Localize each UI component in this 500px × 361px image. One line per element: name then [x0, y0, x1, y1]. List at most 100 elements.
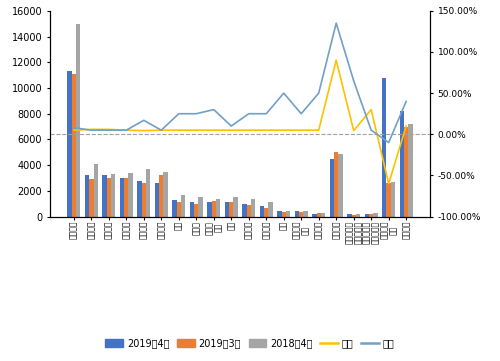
同比	[106, 127, 112, 131]
环比	[158, 128, 164, 132]
Bar	[198, 197, 203, 217]
同比	[333, 58, 339, 62]
Bar	[374, 213, 378, 217]
Bar	[347, 214, 352, 217]
环比	[176, 112, 182, 116]
Bar	[277, 212, 281, 217]
Bar	[404, 127, 408, 217]
Bar	[190, 203, 194, 217]
Bar	[242, 204, 246, 217]
Legend: 2019年4月, 2019年3月, 2018年4月, 同比, 环比: 2019年4月, 2019年3月, 2018年4月, 同比, 环比	[102, 335, 399, 353]
Bar	[181, 195, 186, 217]
Bar	[264, 208, 268, 217]
Bar	[334, 152, 338, 217]
Bar	[164, 171, 168, 217]
Bar	[364, 214, 369, 217]
同比	[386, 182, 392, 186]
环比	[368, 128, 374, 132]
环比	[88, 128, 94, 132]
Bar	[154, 183, 159, 217]
Bar	[207, 203, 212, 217]
Bar	[294, 212, 299, 217]
同比	[158, 128, 164, 132]
环比	[141, 118, 147, 122]
Bar	[268, 203, 273, 217]
Bar	[128, 173, 133, 217]
环比	[228, 124, 234, 128]
Bar	[386, 183, 391, 217]
Bar	[400, 111, 404, 217]
Bar	[229, 203, 234, 217]
Bar	[85, 175, 89, 217]
环比	[350, 79, 356, 83]
同比	[176, 128, 182, 132]
Bar	[137, 180, 141, 217]
同比	[88, 127, 94, 131]
Bar	[172, 200, 176, 217]
Bar	[194, 204, 198, 217]
Bar	[391, 182, 395, 217]
Bar	[72, 74, 76, 217]
Bar	[216, 199, 220, 217]
Bar	[146, 169, 150, 217]
环比	[386, 140, 392, 145]
环比	[106, 128, 112, 132]
同比	[211, 128, 217, 132]
环比	[403, 99, 409, 104]
Bar	[234, 197, 238, 217]
同比	[71, 128, 77, 132]
Bar	[330, 159, 334, 217]
Bar	[120, 178, 124, 217]
Bar	[282, 212, 286, 217]
同比	[263, 128, 269, 132]
Bar	[251, 199, 256, 217]
Bar	[159, 175, 164, 217]
同比	[368, 108, 374, 112]
Bar	[260, 206, 264, 217]
同比	[228, 128, 234, 132]
同比	[298, 128, 304, 132]
Bar	[106, 178, 111, 217]
同比	[124, 128, 130, 132]
环比	[194, 112, 200, 116]
Bar	[382, 78, 386, 217]
Bar	[142, 183, 146, 217]
Bar	[286, 211, 290, 217]
Bar	[102, 175, 106, 217]
环比	[124, 128, 130, 132]
Line: 同比: 同比	[74, 60, 406, 184]
环比	[246, 112, 252, 116]
Bar	[111, 174, 116, 217]
Bar	[246, 205, 251, 217]
环比	[71, 126, 77, 130]
Bar	[304, 212, 308, 217]
Bar	[76, 24, 80, 217]
Bar	[356, 214, 360, 217]
同比	[141, 129, 147, 133]
Bar	[94, 164, 98, 217]
Bar	[68, 71, 71, 217]
Bar	[369, 214, 374, 217]
同比	[316, 128, 322, 132]
Bar	[321, 213, 326, 217]
环比	[211, 108, 217, 112]
Bar	[312, 214, 316, 217]
环比	[263, 112, 269, 116]
Bar	[124, 178, 128, 217]
Bar	[316, 213, 321, 217]
Bar	[176, 203, 181, 217]
环比	[298, 112, 304, 116]
Line: 环比: 环比	[74, 23, 406, 143]
Bar	[338, 153, 343, 217]
环比	[333, 21, 339, 25]
同比	[246, 128, 252, 132]
环比	[280, 91, 286, 95]
Bar	[212, 201, 216, 217]
同比	[403, 124, 409, 128]
Bar	[224, 203, 229, 217]
同比	[280, 128, 286, 132]
环比	[316, 91, 322, 95]
Bar	[408, 124, 412, 217]
Bar	[352, 215, 356, 217]
同比	[194, 128, 200, 132]
